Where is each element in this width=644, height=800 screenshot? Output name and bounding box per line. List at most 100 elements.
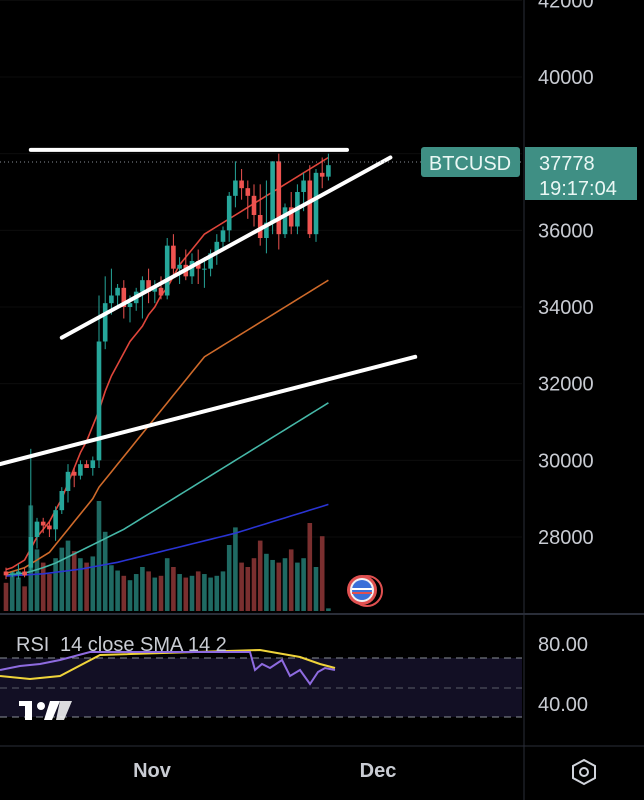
volume-bar xyxy=(78,558,83,611)
volume-bar xyxy=(71,551,77,611)
candle-body xyxy=(257,215,263,238)
chart-settings-icon[interactable] xyxy=(572,758,596,786)
candle-body xyxy=(326,165,331,177)
candle-body xyxy=(22,571,27,576)
candle-body xyxy=(319,172,325,177)
volume-bar xyxy=(301,558,306,611)
y-tick-label: 34000 xyxy=(538,297,594,319)
volume-bar xyxy=(251,558,257,611)
volume-bar xyxy=(195,571,201,611)
trendline xyxy=(59,155,393,340)
volume-bar xyxy=(189,575,195,611)
trendlines[interactable] xyxy=(0,147,418,467)
candle-body xyxy=(109,295,114,304)
candle-body xyxy=(3,571,9,576)
volume-bar xyxy=(109,565,114,611)
volume-bar xyxy=(270,559,275,611)
volume-bar xyxy=(220,571,226,611)
volume-bar xyxy=(146,571,151,611)
candle-body xyxy=(127,303,133,307)
candle-body xyxy=(47,525,52,530)
volume-bar xyxy=(3,582,9,611)
volume-bar xyxy=(295,562,300,611)
candle-body xyxy=(171,245,176,269)
candle-body xyxy=(146,280,151,292)
y-tick-label: 42000 xyxy=(538,0,594,12)
candle-body xyxy=(115,287,120,296)
volume-bar xyxy=(202,574,207,611)
volume-bar xyxy=(140,567,145,611)
candlesticks xyxy=(3,153,331,580)
volume-bar xyxy=(65,540,71,611)
candle-body xyxy=(226,195,232,231)
candle-body xyxy=(28,537,34,568)
volume-bar xyxy=(127,580,133,611)
price-badge: 37778 19:17:04 xyxy=(525,147,637,200)
candle-body xyxy=(152,287,158,292)
volume-bar xyxy=(276,562,282,611)
volume-bar xyxy=(47,574,52,611)
rsi-level-label-upper: 80.00 xyxy=(538,634,588,656)
volume-bar xyxy=(183,577,189,611)
candle-body xyxy=(233,180,238,196)
trendline xyxy=(0,354,418,467)
candle-body xyxy=(84,464,89,468)
volume-bar xyxy=(257,540,263,611)
moving-average-line xyxy=(5,402,329,577)
bar-countdown: 19:17:04 xyxy=(539,178,617,200)
tradingview-logo-icon xyxy=(19,701,72,720)
candle-body xyxy=(245,188,251,196)
rsi-level-label-lower: 40.00 xyxy=(538,694,588,716)
rsi-label: RSI xyxy=(16,634,49,656)
volume-bar xyxy=(102,531,108,611)
last-price-value: 37778 xyxy=(539,153,595,175)
candle-body xyxy=(189,261,195,277)
candle-body xyxy=(59,491,65,511)
volume-bar xyxy=(319,536,325,611)
candle-body xyxy=(282,207,288,235)
candle-body xyxy=(164,245,170,296)
candle-body xyxy=(214,241,220,254)
symbol-badge: BTCUSD xyxy=(421,147,520,177)
volume-bar xyxy=(282,558,288,611)
volume-bar xyxy=(288,549,294,611)
y-tick-label: 28000 xyxy=(538,527,594,549)
moving-average-line xyxy=(5,279,329,575)
volume-bar xyxy=(264,553,269,611)
volume-bar xyxy=(40,562,46,611)
volume-bar xyxy=(164,558,170,611)
candle-body xyxy=(78,464,83,476)
volume-bar xyxy=(177,574,182,611)
candle-body xyxy=(9,573,15,576)
candle-body xyxy=(16,571,21,574)
candle-body xyxy=(34,521,40,537)
candle-body xyxy=(301,180,306,192)
candle-body xyxy=(65,471,71,491)
y-tick-label: 30000 xyxy=(538,450,594,472)
candle-body xyxy=(140,280,145,292)
volume-bar xyxy=(326,608,331,611)
candle-body xyxy=(96,341,102,461)
volume-bar xyxy=(59,547,65,611)
economic-event-flag[interactable] xyxy=(347,575,383,607)
candle-body xyxy=(90,460,96,468)
volume-bar xyxy=(208,577,213,611)
candle-body xyxy=(239,180,244,189)
price-axis[interactable]: 42000 40000 36000 34000 32000 30000 28000 xyxy=(538,0,594,549)
volume-bar xyxy=(152,577,158,611)
candle-body xyxy=(177,264,182,269)
volume-bar xyxy=(22,586,27,611)
y-tick-label: 40000 xyxy=(538,67,594,89)
volume-bar xyxy=(16,577,21,611)
candle-body xyxy=(158,287,164,296)
candle-body xyxy=(121,287,127,307)
volume-bar xyxy=(214,575,220,611)
y-tick-label: 32000 xyxy=(538,374,594,396)
rsi-pane[interactable]: RSI 14 close SMA 14 2 80.00 40.00 xyxy=(0,634,588,718)
y-tick-label: 36000 xyxy=(538,220,594,242)
volume-bar xyxy=(34,549,40,611)
candle-body xyxy=(102,303,108,342)
volume-bar xyxy=(53,558,58,611)
candle-body xyxy=(71,471,77,476)
